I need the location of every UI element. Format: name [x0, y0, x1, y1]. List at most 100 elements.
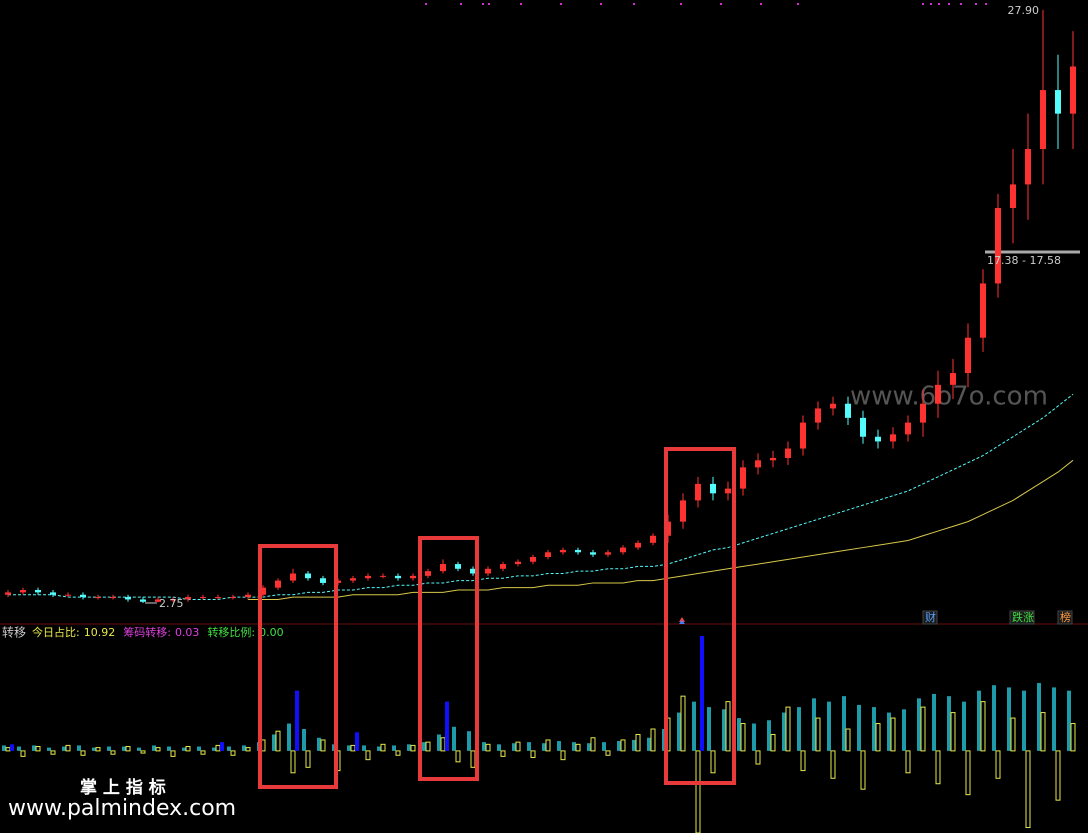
indicator-bar	[872, 707, 876, 751]
indicator-bar	[797, 707, 801, 751]
indicator-bar	[365, 750, 371, 761]
legend-name: 今日占比:	[32, 625, 80, 639]
indicator-bar	[512, 743, 516, 751]
indicator-bar	[305, 750, 311, 768]
indicator-bar	[350, 744, 356, 752]
indicator-bar	[545, 739, 551, 752]
candle-body	[920, 403, 926, 423]
marker-box	[1009, 610, 1035, 625]
indicator-bar	[1010, 717, 1016, 752]
candle-body	[680, 500, 686, 522]
indicator-bar	[857, 704, 861, 751]
indicator-bar	[707, 707, 711, 751]
indicator-bar	[272, 734, 276, 751]
indicator-bar	[80, 750, 86, 756]
indicator-bar	[587, 743, 591, 751]
candle-body	[35, 590, 41, 593]
indicator-bar	[422, 742, 426, 751]
indicator-bar	[425, 741, 431, 752]
candle-body	[815, 408, 821, 423]
indicator-bar	[182, 747, 186, 751]
candle-body	[380, 575, 386, 577]
indicator-bar	[212, 747, 216, 751]
indicator-bar	[527, 742, 531, 751]
candle-body	[635, 542, 641, 548]
indicator-bar	[302, 729, 306, 751]
candle-body	[590, 552, 596, 555]
indicator-bar	[355, 732, 359, 751]
candle-body	[830, 403, 836, 409]
indicator-bar	[275, 730, 281, 752]
indicator-bar	[827, 701, 831, 751]
indicator-bar	[485, 743, 491, 752]
candle-body	[500, 564, 506, 569]
indicator-bar	[395, 750, 401, 756]
marker-box	[1057, 610, 1073, 625]
indicator-bar	[95, 747, 101, 752]
indicator-bar	[482, 742, 486, 751]
indicator-bar	[170, 750, 176, 757]
indicator-bar	[695, 750, 701, 833]
indicator-bar	[542, 743, 546, 751]
candle-body	[275, 580, 281, 588]
candle-body	[905, 422, 911, 435]
indicator-bar	[557, 741, 561, 751]
candle-body	[650, 535, 656, 543]
indicator-bar	[815, 717, 821, 752]
indicator-bar	[77, 745, 81, 751]
indicator-bar	[530, 750, 536, 758]
indicator-bar	[497, 744, 501, 751]
indicator-bar	[947, 696, 951, 751]
indicator-bar	[1070, 723, 1076, 752]
candle-body	[935, 384, 941, 404]
indicator-bar	[782, 712, 786, 751]
candle-body	[530, 556, 536, 562]
indicator-bar	[1040, 712, 1046, 752]
candle-body	[110, 597, 116, 599]
candle-body	[860, 417, 866, 437]
candle-body	[305, 573, 311, 579]
legend-name: 筹码转移:	[123, 625, 171, 639]
indicator-bar	[1055, 750, 1061, 801]
indicator-bar	[890, 717, 896, 752]
indicator-bar	[995, 750, 1001, 779]
indicator-bar	[590, 737, 596, 752]
indicator-bar	[200, 750, 206, 755]
candle-body	[725, 488, 731, 494]
candle-body	[560, 549, 566, 553]
moving-average	[8, 393, 1074, 600]
candle-body	[545, 552, 551, 557]
indicator-bar	[20, 750, 26, 757]
legend-name: 转移比例:	[207, 625, 255, 639]
candle-body	[320, 578, 326, 583]
indicator-bar	[2, 745, 6, 751]
indicator-bar	[917, 698, 921, 751]
indicator-bar	[125, 746, 131, 752]
candle-body	[125, 597, 131, 600]
indicator-bar	[295, 690, 299, 751]
indicator-bar	[392, 745, 396, 751]
indicator-bar	[560, 750, 566, 761]
candle-body	[710, 483, 716, 494]
indicator-bar	[62, 746, 66, 751]
indicator-bar	[500, 750, 506, 757]
candle-body	[440, 564, 446, 572]
indicator-bar	[227, 746, 231, 751]
price-label: 27.90	[1008, 4, 1040, 17]
indicator-bar	[755, 750, 761, 765]
marker: 跌涨	[1012, 610, 1034, 624]
candle-body	[890, 434, 896, 442]
signal-icon	[679, 617, 685, 622]
indicator-bar	[845, 728, 851, 752]
indicator-bar	[197, 746, 201, 751]
candle-body	[455, 564, 461, 569]
indicator-bar	[725, 701, 731, 752]
indicator-bar	[50, 750, 56, 755]
candle-body	[980, 283, 986, 338]
candle-body	[140, 599, 146, 602]
candle-body	[155, 599, 161, 602]
candle-body	[170, 599, 176, 601]
candle-body	[770, 457, 776, 461]
indicator-bar	[770, 733, 776, 752]
indicator-bar	[245, 747, 251, 752]
